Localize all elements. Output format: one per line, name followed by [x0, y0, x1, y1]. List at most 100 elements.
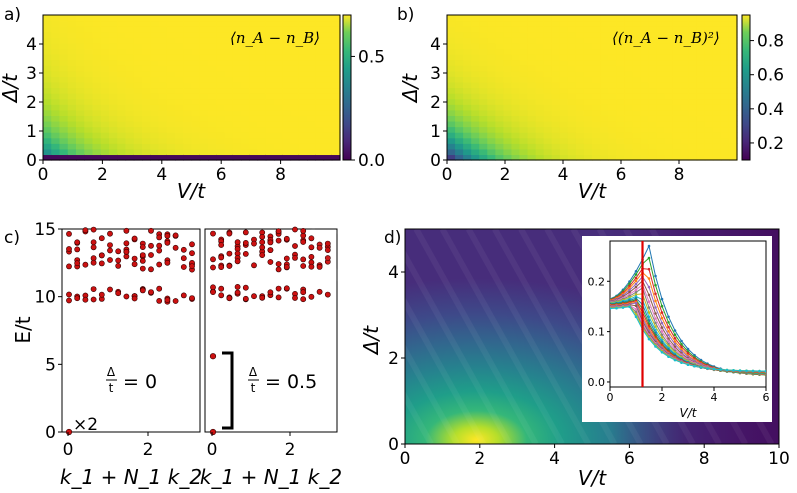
panel-a-cell: [43, 109, 52, 116]
inset-series-point: [693, 364, 696, 368]
panel-b-cell: [640, 37, 649, 44]
panel-b-cell: [640, 26, 649, 33]
panel-b-cell: [696, 143, 706, 150]
panel-a-cell: [191, 154, 201, 161]
panel-a-cell: [183, 93, 193, 100]
panel-b-cell: [696, 76, 706, 83]
panel-a-cell: [232, 98, 242, 105]
panel-a-cell: [92, 137, 102, 144]
panel-b-cell: [567, 54, 577, 61]
panel-a-cell: [241, 137, 250, 144]
panel-b-cell: [712, 137, 722, 144]
panel-b-cell: [503, 109, 513, 116]
panel-b-cell: [592, 120, 601, 128]
panel-b-cell: [575, 154, 585, 161]
panel-b-cell: [527, 31, 537, 38]
panel-a-cell: [265, 37, 275, 44]
panel-b-cell: [624, 70, 633, 77]
panel-b-cell: [624, 115, 633, 122]
panel-a-cell: [232, 93, 242, 100]
panel-a-cell: [290, 31, 300, 38]
panel-b-cell: [455, 98, 464, 105]
inset-series-point: [680, 342, 683, 346]
panel-b-cell: [463, 65, 472, 72]
panel-b-cell: [600, 154, 609, 161]
panel-b-cell: [455, 93, 464, 100]
panel-a-cell: [274, 115, 283, 122]
panel-a-cell: [274, 126, 283, 133]
panel-b-cell: [479, 48, 488, 55]
panel-b-cell: [600, 54, 609, 61]
panel-b-cell: [495, 42, 504, 50]
panel-a-cell: [59, 115, 69, 122]
panel-b-cell: [455, 70, 464, 77]
energy-level-point: [316, 288, 323, 295]
panel-b-cell: [696, 126, 706, 133]
panel-b-cell: [487, 48, 496, 55]
panel-a-cell: [191, 120, 201, 128]
panel-a-cell: [274, 20, 283, 27]
panel-a-cell: [51, 132, 61, 139]
panel-c-y-ticklabel: 0: [45, 423, 56, 443]
panel-b-cell: [567, 115, 577, 122]
panel-b-cell: [616, 70, 625, 77]
panel-b-cell: [664, 109, 674, 116]
panel-b-cell: [616, 98, 625, 105]
inset-series-point: [654, 345, 657, 348]
panel-b-heatmap: [447, 15, 738, 161]
panel-b-cell: [455, 104, 464, 111]
panel-b-cell: [712, 104, 722, 111]
panel-b-cell: [559, 59, 569, 66]
panel-a-cell: [331, 65, 341, 72]
panel-b-cell: [527, 115, 537, 122]
energy-level-point: [66, 230, 72, 237]
panel-a-cell: [183, 42, 193, 50]
panel-b-cell: [559, 70, 569, 77]
panel-a-cell: [92, 126, 102, 133]
panel-b-cell: [511, 126, 521, 133]
panel-b-cell: [495, 37, 504, 44]
panel-a-cell: [274, 42, 283, 50]
panel-a-cell: [117, 132, 127, 139]
panel-b-cell: [632, 65, 641, 72]
panel-a-cell: [76, 20, 85, 27]
panel-b-cell: [447, 31, 456, 38]
panel-a-cell: [257, 137, 267, 144]
panel-b-cell: [624, 120, 633, 128]
panel-a-cell: [84, 76, 94, 83]
panel-a-cell: [183, 98, 193, 105]
panel-b-cell: [592, 132, 601, 139]
panel-b-cell: [503, 20, 513, 27]
panel-b-cell: [680, 48, 690, 55]
inset-series-point: [673, 358, 677, 362]
panel-a-cell: [249, 15, 259, 22]
panel-b-cell: [479, 42, 488, 50]
panel-c-right-frac-den: t: [251, 381, 256, 395]
panel-a-cell: [249, 65, 259, 72]
panel-b-cell: [559, 48, 569, 55]
panel-b-cell: [616, 81, 625, 89]
energy-level-point: [234, 239, 241, 246]
panel-a-cell: [76, 93, 85, 100]
panel-a-cell: [208, 87, 217, 94]
panel-a-cell: [249, 126, 259, 133]
energy-level-point: [275, 266, 282, 273]
inset-series-point: [647, 311, 651, 314]
panel-b-cell: [575, 143, 585, 150]
panel-a-cell: [224, 109, 234, 116]
panel-b-cell: [567, 154, 577, 161]
panel-b-cell: [503, 54, 513, 61]
panel-b-colorbar-ticklabel: 0.2: [757, 134, 784, 154]
panel-b-cell: [600, 76, 609, 83]
panel-b-cell: [487, 81, 496, 89]
panel-a-cell: [92, 65, 102, 72]
panel-c-right-xlabel: k_1 + N_1 k_2: [200, 465, 342, 489]
panel-a-cell: [257, 48, 267, 55]
panel-a-cell: [92, 37, 102, 44]
panel-b-cell: [704, 132, 714, 139]
panel-b-cell: [600, 120, 609, 128]
panel-a-cell: [76, 87, 85, 94]
panel-b-cell: [551, 59, 561, 66]
panel-a-cell: [208, 26, 217, 33]
panel-a-x-ticklabel: 0: [38, 165, 49, 185]
